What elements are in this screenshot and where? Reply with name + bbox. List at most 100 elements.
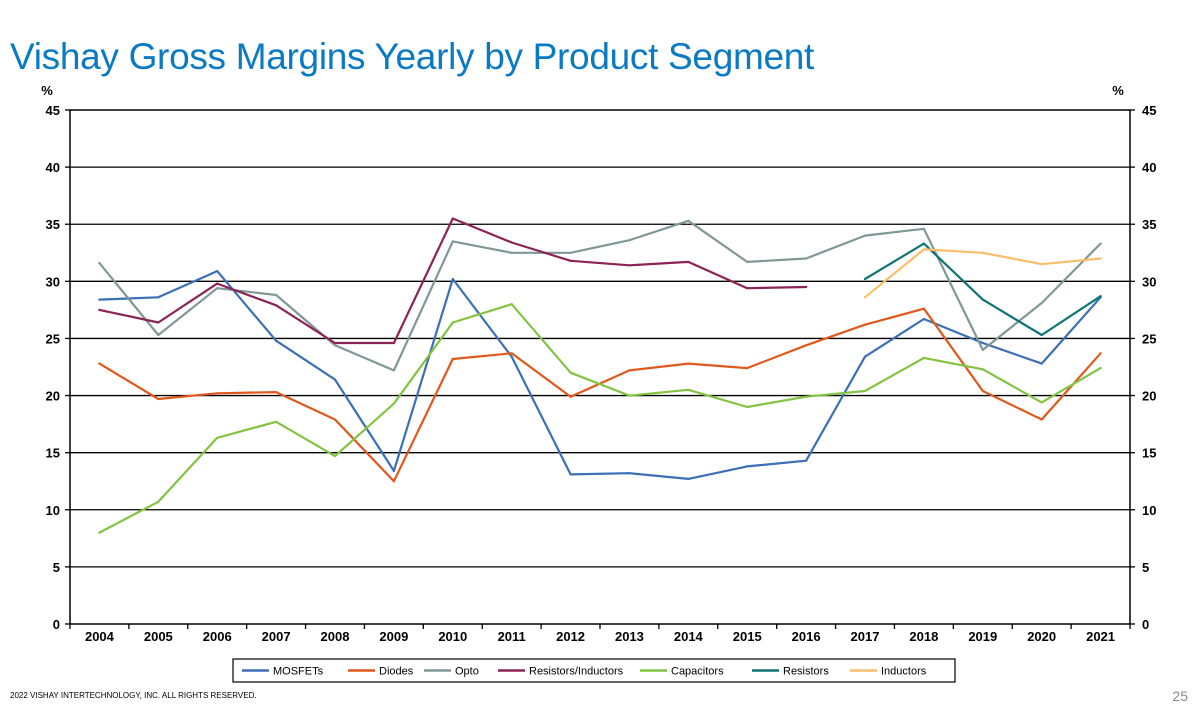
x-tick-label-2016: 2016 (792, 629, 821, 644)
x-tick-label-2021: 2021 (1086, 629, 1115, 644)
data-point-diodes-2006 (216, 392, 219, 395)
x-tick-label-2014: 2014 (674, 629, 704, 644)
legend-label-inductors: Inductors (881, 666, 927, 678)
x-tick-label-2005: 2005 (144, 629, 173, 644)
data-point-diodes-2005 (157, 397, 160, 401)
data-point-mosfets-2012 (569, 473, 572, 476)
series-resistors-inductors (98, 217, 808, 345)
data-point-resistors-2019 (981, 298, 984, 301)
data-point-mosfets-2008 (333, 378, 337, 381)
data-point-diodes-2009 (392, 480, 395, 483)
data-point-diodes-2013 (628, 369, 631, 372)
y-tick-label-left: 20 (46, 389, 60, 404)
series-resistors (863, 242, 1102, 337)
y-tick-label-right: 40 (1142, 160, 1156, 175)
data-point-diodes-2015 (746, 367, 749, 370)
data-point-opto-2016 (805, 257, 808, 260)
data-point-opto-2007 (275, 293, 278, 297)
data-point-resistors-inductors-2010 (451, 217, 454, 220)
data-point-opto-2011 (510, 251, 513, 254)
y-tick-label-left: 45 (46, 103, 60, 118)
data-point-mosfets-2011 (510, 355, 513, 358)
y-tick-label-right: 25 (1142, 331, 1156, 346)
x-tick-label-2018: 2018 (909, 629, 938, 644)
data-point-opto-2015 (746, 260, 749, 264)
data-point-resistors-inductors-2004 (98, 308, 101, 311)
y-tick-label-left: 25 (46, 331, 60, 346)
x-tick-label-2010: 2010 (438, 629, 467, 644)
data-point-opto-2005 (157, 333, 160, 337)
y-tick-label-right: 5 (1142, 560, 1149, 575)
y-tick-label-left: 5 (53, 560, 60, 575)
data-point-capacitors-2020 (1040, 401, 1043, 404)
copyright-footer: 2022 VISHAY INTERTECHNOLOGY, INC. ALL RI… (10, 691, 257, 700)
chart-legend: MOSFETs Diodes Opto Resistors/Inductors Capa… (232, 658, 956, 683)
page-title: Vishay Gross Margins Yearly by Product S… (10, 36, 815, 77)
y-tick-label-left: 15 (46, 446, 60, 461)
data-point-inductors-2018 (922, 248, 925, 251)
y-tick-label-left: 10 (46, 503, 60, 518)
x-tick-label-2006: 2006 (203, 629, 232, 644)
data-point-capacitors-2016 (805, 395, 808, 398)
data-point-diodes-2017 (863, 323, 867, 326)
data-point-mosfets-2013 (628, 472, 631, 475)
data-point-diodes-2010 (451, 357, 454, 361)
data-point-capacitors-2010 (451, 321, 454, 324)
x-tick-label-2011: 2011 (498, 629, 526, 644)
data-point-mosfets-2016 (805, 459, 808, 462)
data-point-capacitors-2012 (569, 371, 572, 374)
data-point-resistors-2021 (1099, 295, 1102, 298)
x-tick-label-2013: 2013 (615, 629, 644, 644)
data-point-resistors-inductors-2011 (510, 241, 513, 244)
data-point-opto-2014 (687, 219, 690, 222)
y-tick-label-right: 0 (1142, 617, 1149, 632)
data-point-resistors-inductors-2013 (628, 264, 631, 267)
series-inductors (863, 248, 1102, 299)
y-tick-label-right: 45 (1142, 103, 1156, 118)
data-point-opto-2017 (863, 234, 867, 237)
data-point-capacitors-2004 (98, 531, 101, 534)
data-point-opto-2009 (392, 369, 395, 372)
y-tick-label-left: 30 (46, 274, 60, 289)
data-point-resistors-2017 (863, 277, 867, 281)
data-point-diodes-2004 (98, 362, 101, 365)
data-point-opto-2012 (569, 251, 572, 254)
data-point-diodes-2016 (805, 344, 808, 347)
data-point-resistors-inductors-2005 (157, 321, 160, 324)
data-point-capacitors-2009 (392, 402, 395, 405)
data-point-mosfets-2015 (746, 465, 749, 468)
series-mosfets (98, 269, 1102, 481)
y-tick-label-right: 20 (1142, 389, 1156, 404)
x-tick-label-2009: 2009 (379, 629, 408, 644)
x-tick-label-2004: 2004 (85, 629, 115, 644)
y-tick-label-left: 35 (46, 217, 60, 232)
data-point-capacitors-2007 (275, 420, 278, 423)
data-point-capacitors-2011 (510, 303, 513, 306)
data-point-mosfets-2014 (687, 477, 690, 481)
data-point-diodes-2012 (569, 395, 572, 398)
x-tick-label-2020: 2020 (1027, 629, 1056, 644)
data-point-diodes-2008 (333, 418, 337, 421)
x-tick-label-2019: 2019 (968, 629, 997, 644)
data-point-mosfets-2007 (275, 339, 278, 342)
data-point-resistors-2018 (922, 242, 925, 245)
data-point-capacitors-2018 (922, 356, 925, 359)
data-point-mosfets-2009 (392, 469, 395, 473)
data-point-mosfets-2004 (98, 298, 101, 301)
series-line-mosfets (98, 270, 1102, 480)
y-tick-label-left: 0 (53, 617, 60, 632)
legend-label-capacitors: Capacitors (671, 666, 724, 678)
data-point-opto-2021 (1099, 242, 1102, 245)
data-point-opto-2006 (216, 287, 219, 290)
data-point-diodes-2021 (1099, 352, 1102, 355)
data-point-inductors-2019 (981, 251, 984, 254)
data-point-mosfets-2005 (157, 296, 160, 299)
data-point-opto-2020 (1040, 301, 1043, 305)
y-axis-unit-right: % (1112, 83, 1124, 98)
data-point-resistors-inductors-2012 (569, 259, 572, 262)
data-point-diodes-2018 (922, 307, 925, 310)
series-line-resistors (863, 242, 1102, 337)
data-point-inductors-2017 (863, 296, 867, 299)
data-point-mosfets-2020 (1040, 362, 1043, 365)
data-point-capacitors-2015 (746, 405, 749, 409)
